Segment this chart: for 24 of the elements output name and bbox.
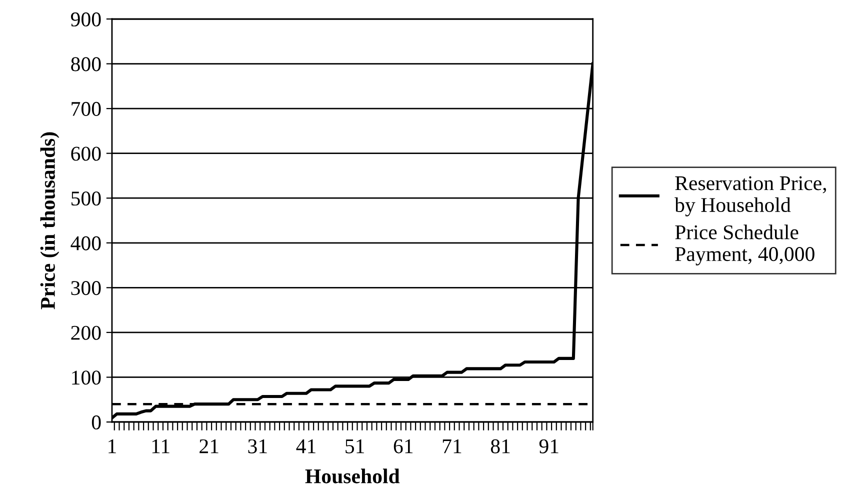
x-tick-label: 51 xyxy=(346,439,364,454)
x-tick-label: 61 xyxy=(394,439,413,454)
y-tick-label: 900 xyxy=(70,12,101,26)
x-tick-label: 1 xyxy=(108,439,116,454)
y-axis-title: Price (in thousands) xyxy=(40,132,60,310)
y-tick-label: 800 xyxy=(71,57,101,72)
y-tick-label: 500 xyxy=(72,191,101,206)
x-tick-label: 31 xyxy=(248,439,267,454)
x-tick-label: 71 xyxy=(442,439,462,454)
y-tick-label: 0 xyxy=(92,415,101,430)
x-tick-label: 41 xyxy=(296,439,316,454)
y-tick-label: 400 xyxy=(70,236,101,250)
y-tick-label: 100 xyxy=(72,370,101,385)
legend-label: Reservation Price, by Household xyxy=(674,176,826,216)
x-tick-label: 11 xyxy=(152,439,170,454)
x-tick-label: 91 xyxy=(539,439,558,454)
y-tick-label: 600 xyxy=(71,146,101,161)
x-axis-title: Household xyxy=(305,468,400,484)
y-tick-label: 300 xyxy=(71,281,101,296)
x-tick-label: 21 xyxy=(200,439,218,454)
y-tick-label: 200 xyxy=(71,326,101,340)
x-tick-label: 81 xyxy=(490,439,510,454)
legend-label: Price Schedule Payment, 40,000 xyxy=(675,224,814,266)
y-tick-label: 700 xyxy=(72,102,101,116)
